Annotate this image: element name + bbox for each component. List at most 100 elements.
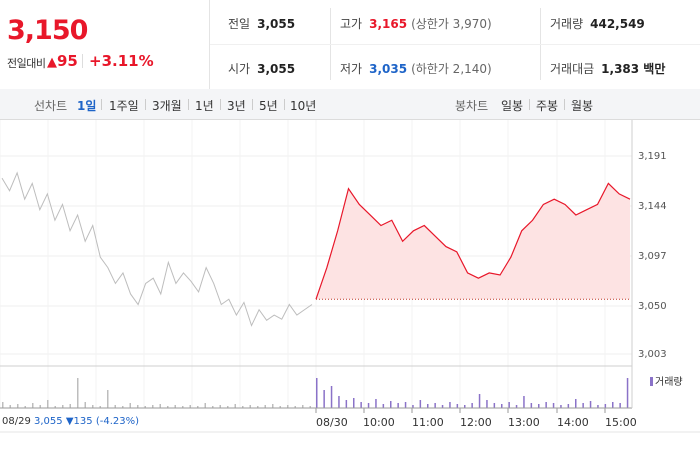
time-tick-label: 12:00 bbox=[460, 416, 492, 429]
volume-bar bbox=[219, 405, 221, 408]
volume-legend: 거래량 bbox=[650, 373, 683, 388]
volume-bar bbox=[493, 403, 496, 408]
change-percent: +3.11% bbox=[89, 52, 154, 70]
volume-bar bbox=[84, 402, 86, 408]
volume-bar bbox=[182, 406, 184, 408]
volume-bar bbox=[264, 405, 266, 408]
tab-1year[interactable]: 1년 bbox=[195, 99, 214, 113]
volume-bar bbox=[434, 403, 436, 408]
tab-1day[interactable]: 1일 bbox=[77, 99, 97, 113]
tab-10year[interactable]: 10년 bbox=[290, 99, 317, 113]
volume-bar bbox=[523, 396, 525, 408]
volume-bar bbox=[486, 400, 488, 408]
high-price: 고가 3,165 (상한가 3,970) bbox=[340, 17, 492, 31]
volume-bar bbox=[17, 404, 19, 408]
volume-bar bbox=[212, 406, 214, 408]
volume-bar bbox=[567, 404, 570, 408]
volume-bar bbox=[92, 405, 94, 408]
tab-monthly-candle[interactable]: 월봉 bbox=[571, 99, 594, 113]
volume-bar bbox=[419, 400, 422, 408]
volume-bar bbox=[382, 404, 385, 408]
volume-bar bbox=[589, 401, 592, 408]
volume-bar bbox=[107, 390, 109, 408]
time-tick-label: 15:00 bbox=[605, 416, 637, 429]
prev-day-info: 08/29 3,055 ▼135 (-4.23%) bbox=[2, 416, 140, 427]
volume-bar bbox=[197, 406, 199, 408]
time-tick-label: 10:00 bbox=[363, 416, 395, 429]
time-tick-label: 08/30 bbox=[316, 416, 348, 429]
volume-bar bbox=[62, 405, 64, 408]
volume-bar bbox=[538, 404, 540, 408]
volume-bar bbox=[604, 404, 607, 408]
volume-bar bbox=[174, 405, 176, 408]
tab-weekly-candle[interactable]: 주봉 bbox=[536, 99, 559, 113]
turnover-stat: 거래대금 1,383 백만 bbox=[550, 62, 666, 76]
tab-3year[interactable]: 3년 bbox=[227, 99, 246, 113]
volume-bar bbox=[353, 398, 355, 408]
time-ticks bbox=[315, 408, 606, 413]
tab-1week[interactable]: 1주일 bbox=[109, 99, 139, 113]
volume-bar bbox=[69, 404, 71, 408]
volume-bar bbox=[189, 405, 191, 408]
volume-bar bbox=[47, 400, 49, 408]
volume-bar bbox=[32, 403, 34, 408]
volume-bar bbox=[478, 394, 481, 408]
volume-bar bbox=[501, 404, 503, 408]
volume-bar bbox=[626, 378, 629, 408]
tab-5year[interactable]: 5년 bbox=[259, 99, 278, 113]
volume-bar bbox=[294, 406, 296, 408]
volume-bar bbox=[316, 378, 318, 408]
up-arrow-icon: ▲ bbox=[47, 55, 57, 70]
volume-bar bbox=[456, 404, 459, 408]
volume-bar bbox=[129, 403, 131, 408]
volume-bar bbox=[137, 405, 139, 408]
quote-summary: 3,150 전일대비 ▲95 +3.11% 전일 3,055 시가 3,055 고가… bbox=[0, 0, 700, 90]
volume-bar bbox=[612, 402, 614, 408]
down-arrow-icon: ▼ bbox=[65, 416, 74, 427]
volume-bar bbox=[464, 405, 466, 408]
prev-close: 전일 3,055 bbox=[228, 17, 296, 31]
volume-bar bbox=[144, 406, 146, 408]
volume-bar bbox=[619, 403, 621, 408]
volume-bar bbox=[242, 406, 244, 408]
tab-daily-candle[interactable]: 일봉 bbox=[501, 99, 524, 113]
chart-tab-bar: 선차트 1일 1주일 3개월 1년 3년 5년 10년 봉차트 일봉 주봉 월봉 bbox=[0, 89, 700, 120]
low-price: 저가 3,035 (하한가 2,140) bbox=[340, 62, 492, 76]
volume-bar bbox=[272, 404, 274, 408]
volume-bar bbox=[560, 405, 562, 408]
volume-bar bbox=[249, 405, 251, 408]
volume-bar bbox=[77, 378, 79, 408]
change-label: 전일대비 bbox=[7, 57, 46, 70]
volume-bar bbox=[360, 402, 362, 408]
y-tick-label: 3,144 bbox=[638, 201, 667, 212]
volume-bar bbox=[530, 403, 533, 408]
volume-bar bbox=[404, 402, 407, 408]
volume-bar bbox=[582, 403, 584, 408]
today-price-line bbox=[315, 182, 631, 300]
volume-swatch-icon bbox=[650, 377, 653, 386]
volume-bar bbox=[515, 405, 518, 408]
y-tick-label: 3,191 bbox=[638, 151, 667, 162]
volume-bar bbox=[345, 400, 348, 408]
volume-bar bbox=[412, 405, 414, 408]
volume-bar bbox=[323, 390, 325, 408]
change-separator bbox=[82, 54, 83, 68]
volume-bar bbox=[159, 404, 161, 408]
time-tick-label: 14:00 bbox=[557, 416, 589, 429]
volume-bar bbox=[597, 405, 599, 408]
volume-bars bbox=[2, 378, 629, 408]
volume-bar bbox=[545, 402, 547, 408]
current-price: 3,150 bbox=[7, 15, 88, 46]
volume-bar bbox=[471, 403, 473, 408]
volume-bar bbox=[575, 399, 577, 408]
volume-bar bbox=[39, 405, 41, 408]
price-fill-area bbox=[316, 183, 630, 300]
tab-3month[interactable]: 3개월 bbox=[152, 99, 182, 113]
volume-bar bbox=[114, 405, 116, 408]
volume-bar bbox=[152, 405, 154, 408]
prev-day-line bbox=[1, 171, 313, 327]
volume-bar bbox=[257, 406, 259, 408]
volume-bar bbox=[375, 399, 377, 408]
volume-bar bbox=[287, 405, 289, 408]
